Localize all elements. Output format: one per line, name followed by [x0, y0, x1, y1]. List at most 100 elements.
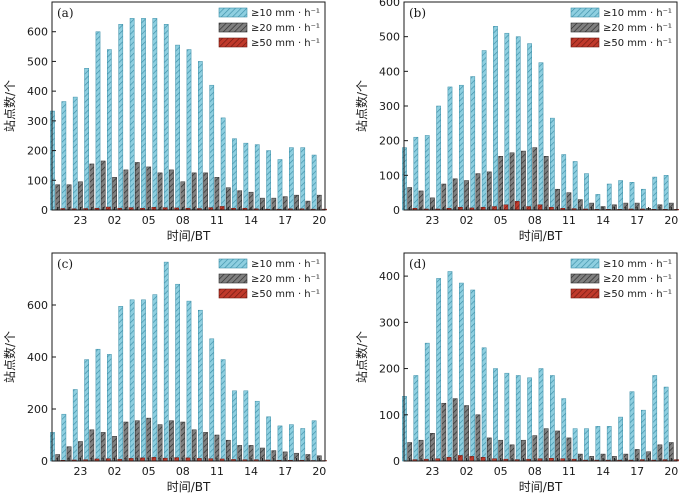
- bar-ge50-11: [219, 206, 225, 211]
- bar-ge20-08: [532, 435, 538, 462]
- bar-ge20-07: [169, 169, 174, 211]
- y-axis-title: 站点数/个: [2, 331, 17, 383]
- bar-ge20-23: [430, 433, 435, 462]
- bar-ge20-06: [157, 424, 163, 462]
- legend-label-ge10: ≥10 mm · h⁻¹: [251, 259, 320, 270]
- x-tick-label: 23: [425, 214, 439, 227]
- x-tick-label: 11: [562, 465, 576, 478]
- legend-label-ge20: ≥20 mm · h⁻¹: [603, 23, 672, 34]
- x-tick-label: 02: [460, 465, 474, 478]
- bar-ge20-01: [452, 398, 458, 462]
- bar-ge10-05: [493, 368, 498, 462]
- bar-ge10-07: [163, 261, 169, 462]
- bar-ge10-15: [254, 400, 260, 462]
- bar-ge10-06: [504, 32, 510, 211]
- bar-ge10-12: [220, 117, 226, 211]
- bar-ge20-11: [566, 437, 572, 462]
- x-tick-label: 17: [278, 465, 292, 478]
- bar-ge10-16: [266, 150, 271, 211]
- y-tick-label: 600: [27, 26, 48, 39]
- x-tick-label: 02: [460, 214, 474, 227]
- bar-ge20-22: [66, 184, 72, 211]
- y-tick-label: 300: [379, 100, 400, 113]
- bar-ge10-23: [424, 135, 430, 211]
- bar-ge10-01: [447, 86, 453, 211]
- legend-label-ge10: ≥10 mm · h⁻¹: [251, 8, 320, 19]
- x-axis-title: 时间/BT: [519, 480, 563, 494]
- bar-ge10-22: [413, 136, 419, 211]
- bar-ge10-07: [515, 375, 521, 462]
- bar-ge10-18: [289, 147, 294, 211]
- x-tick-label: 17: [630, 465, 644, 478]
- bar-ge10-23: [72, 96, 78, 211]
- x-tick-label: 05: [142, 465, 156, 478]
- bar-ge20-04: [134, 420, 140, 462]
- bar-ge10-00: [436, 278, 441, 462]
- bar-ge10-13: [584, 428, 589, 462]
- bar-ge10-12: [572, 428, 578, 462]
- bar-ge10-18: [289, 424, 294, 462]
- x-tick-label: 11: [210, 465, 224, 478]
- x-tick-label: 23: [73, 214, 87, 227]
- panel-label: (b): [409, 6, 426, 20]
- bar-ge20-03: [475, 414, 481, 462]
- bar-ge10-04: [481, 50, 487, 211]
- bar-ge50-01: [458, 455, 463, 462]
- bar-ge10-19: [300, 147, 306, 211]
- legend-swatch-ge10: [570, 7, 600, 18]
- bar-ge20-10: [203, 172, 208, 211]
- bar-ge10-11: [561, 154, 567, 211]
- bar-ge20-11: [214, 434, 220, 462]
- legend-swatch-ge50: [570, 288, 600, 299]
- bar-ge10-13: [232, 138, 237, 211]
- x-tick-label: 20: [664, 465, 678, 478]
- bar-ge10-22: [61, 413, 67, 462]
- bar-ge20-03: [123, 421, 129, 462]
- bar-ge10-11: [561, 398, 567, 462]
- y-tick-label: 300: [379, 316, 400, 329]
- y-tick-label: 100: [27, 174, 48, 187]
- bar-ge20-10: [555, 188, 560, 211]
- y-tick-label: 600: [27, 299, 48, 312]
- bar-ge20-01: [100, 160, 106, 211]
- bar-ge10-16: [266, 416, 271, 462]
- x-tick-label: 08: [176, 465, 190, 478]
- x-tick-label: 05: [142, 214, 156, 227]
- bar-ge10-09: [186, 300, 192, 462]
- bar-ge50-07: [526, 206, 531, 211]
- panel-label: (c): [57, 257, 73, 271]
- bar-ge10-01: [447, 271, 453, 462]
- bar-ge10-05: [141, 299, 146, 462]
- bar-ge10-14: [243, 142, 249, 211]
- bar-ge10-15: [606, 183, 612, 211]
- bar-ge10-17: [629, 182, 635, 211]
- y-tick-label: 500: [27, 55, 48, 68]
- bar-ge20-04: [486, 171, 492, 211]
- legend: ≥10 mm · h⁻¹ ≥20 mm · h⁻¹ ≥50 mm · h⁻¹: [218, 258, 320, 300]
- y-tick-label: 400: [379, 270, 400, 283]
- x-tick-label: 02: [108, 214, 122, 227]
- bar-ge20-01: [100, 432, 106, 462]
- plot-frame: [51, 1, 326, 211]
- y-tick-label: 300: [27, 115, 48, 128]
- bar-ge10-03: [470, 76, 476, 211]
- bar-ge10-04: [481, 347, 487, 462]
- x-tick-label: 14: [596, 465, 610, 478]
- bar-ge10-00: [436, 105, 441, 211]
- legend-label-ge20: ≥20 mm · h⁻¹: [251, 274, 320, 285]
- bar-ge10-01: [95, 348, 101, 462]
- bar-ge50-08: [537, 204, 543, 211]
- bar-ge10-22: [413, 375, 419, 462]
- bar-ge10-09: [186, 49, 192, 211]
- bar-ge10-06: [504, 372, 510, 462]
- bar-ge20-08: [180, 421, 186, 462]
- bar-ge10-14: [595, 194, 601, 211]
- bar-ge10-10: [550, 375, 555, 462]
- bar-ge20-00: [89, 163, 95, 211]
- bar-ge20-09: [543, 156, 549, 211]
- panel-label: (d): [409, 257, 426, 271]
- x-axis-title: 时间/BT: [167, 480, 211, 494]
- legend-label-ge50: ≥50 mm · h⁻¹: [603, 38, 672, 49]
- bar-ge10-02: [459, 84, 464, 211]
